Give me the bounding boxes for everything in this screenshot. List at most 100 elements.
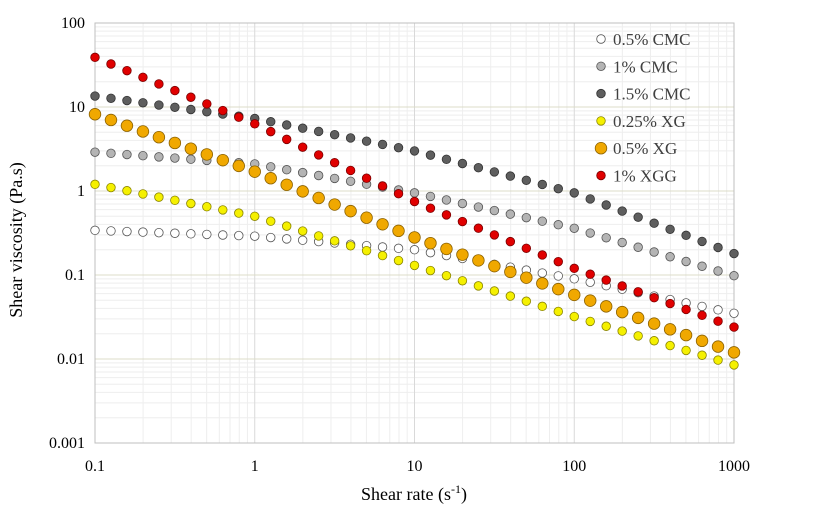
legend-label: 1% CMC [613, 57, 678, 76]
data-point [218, 230, 228, 240]
data-point [473, 223, 484, 233]
data-point [393, 189, 404, 199]
data-point [521, 243, 532, 253]
data-point [409, 260, 420, 271]
legend-label: 1.5% CMC [613, 85, 690, 104]
data-point [282, 134, 292, 145]
y-axis-title: Shear viscosity (Pa.s) [6, 162, 27, 317]
data-point [681, 304, 691, 315]
data-point [633, 212, 643, 222]
legend-label: 0.5% XG [613, 139, 677, 158]
data-point [520, 271, 533, 284]
data-point [90, 179, 100, 190]
data-point [282, 165, 292, 175]
data-point [313, 170, 324, 181]
data-point [409, 188, 420, 198]
data-point [345, 241, 356, 251]
data-point [168, 136, 182, 150]
data-point [569, 223, 579, 233]
data-point [232, 159, 245, 173]
data-point [218, 105, 228, 116]
data-point [170, 228, 180, 238]
data-point [425, 191, 436, 202]
data-point [553, 183, 563, 194]
data-point [345, 176, 356, 186]
data-point [138, 227, 148, 237]
y-tick-label: 100 [61, 15, 85, 32]
data-point [568, 288, 581, 302]
data-point [713, 305, 723, 315]
data-point [615, 305, 629, 319]
data-point [393, 255, 404, 266]
data-point [329, 173, 340, 184]
data-point [250, 119, 260, 129]
data-point [186, 229, 196, 239]
data-point [248, 165, 261, 178]
x-axis-ticks: 0.1 1 10 100 1000 [85, 458, 750, 475]
data-point [649, 293, 659, 303]
data-point [361, 173, 372, 183]
data-point [138, 150, 148, 161]
data-point [202, 99, 212, 109]
data-point [729, 271, 739, 281]
data-point [681, 230, 691, 241]
data-point [585, 228, 595, 238]
data-point [457, 276, 468, 286]
data-point [617, 206, 627, 216]
data-point [122, 149, 132, 160]
data-point [679, 328, 693, 342]
data-point [106, 93, 116, 103]
data-point [585, 277, 595, 287]
data-point [186, 154, 196, 164]
data-point [537, 216, 548, 226]
data-point [617, 326, 627, 336]
legend-marker [594, 141, 608, 155]
data-point [456, 248, 469, 261]
data-point [505, 236, 516, 247]
data-point [697, 310, 707, 321]
data-point [266, 232, 276, 243]
data-point [138, 98, 148, 108]
data-point [729, 322, 739, 332]
y-tick-label: 10 [69, 99, 85, 116]
data-point [697, 350, 707, 360]
data-point [361, 136, 372, 146]
data-point [553, 256, 563, 267]
data-point [216, 153, 230, 167]
data-point [600, 300, 613, 313]
data-point [441, 154, 452, 165]
data-point [713, 355, 723, 365]
data-point [537, 250, 548, 260]
minor-grid [95, 23, 734, 443]
data-point [282, 221, 292, 231]
data-point [647, 317, 661, 330]
data-point [681, 256, 691, 267]
data-point [344, 204, 357, 218]
y-tick-label: 0.01 [57, 351, 85, 368]
data-point [617, 281, 627, 291]
y-tick-label: 1 [77, 183, 85, 200]
data-point [537, 268, 548, 278]
data-point [681, 345, 691, 356]
data-point [138, 72, 148, 83]
data-point [170, 153, 180, 163]
x-axis-title-main: Shear rate (s [361, 484, 451, 505]
data-point [489, 230, 500, 240]
data-point [665, 340, 675, 351]
data-point [154, 192, 164, 202]
series-0-5-cmc [90, 225, 739, 318]
data-point [601, 321, 611, 331]
data-point [633, 331, 643, 341]
data-point [202, 229, 212, 240]
data-point [202, 107, 212, 117]
data-point [266, 162, 276, 172]
data-point [154, 227, 164, 238]
data-point [250, 211, 260, 221]
data-point [649, 218, 659, 228]
data-point [154, 100, 164, 110]
data-point [122, 186, 132, 196]
data-point [489, 167, 500, 177]
data-point [329, 236, 340, 246]
data-point [297, 167, 308, 178]
